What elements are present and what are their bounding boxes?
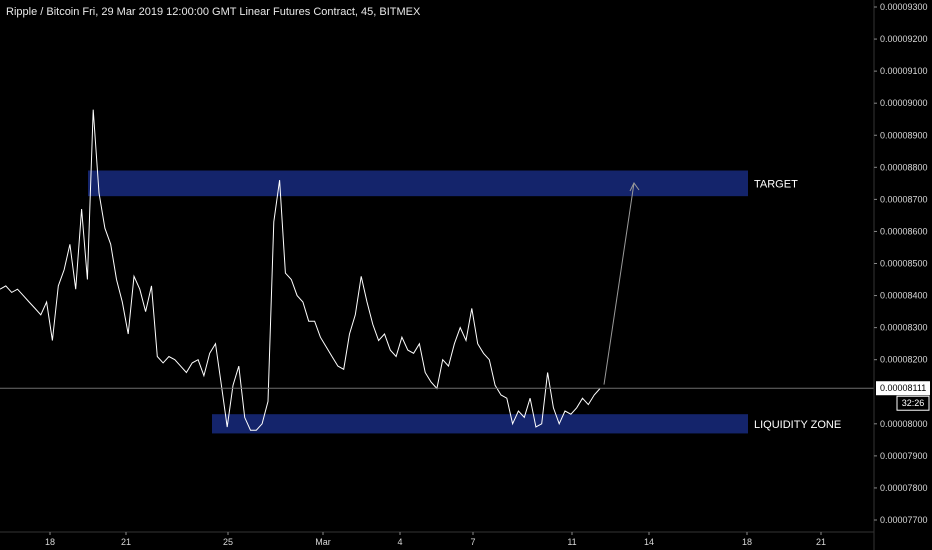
zone-label-0: TARGET: [754, 178, 798, 190]
projection-arrow-shaft: [603, 182, 635, 385]
y-tick-label-1: 0.00009200: [880, 34, 928, 44]
time-axis: 18 21 25 Mar 4 7 11 14 18 21: [0, 531, 874, 547]
x-tick-label-4: 4: [397, 537, 402, 547]
zone-label-1: LIQUIDITY ZONE: [754, 419, 841, 431]
countdown-tag-text: 32:26: [902, 398, 925, 408]
price-axis: 0.00009300 0.00009200 0.00009100 0.00009000…: [873, 0, 928, 550]
x-tick-label-2: 25: [223, 537, 233, 547]
y-tick-label-11: 0.00008200: [880, 355, 928, 365]
y-tick-label-12: 0.00008000: [880, 419, 928, 429]
x-tick-label-0: 18: [45, 537, 55, 547]
projection-arrow-layer: [603, 182, 640, 385]
y-tick-label-13: 0.00007900: [880, 451, 928, 461]
zones-layer: TARGET LIQUIDITY ZONE: [88, 170, 841, 434]
last-price-tag-text: 0.00008111: [880, 383, 926, 393]
y-tick-label-15: 0.00007700: [880, 515, 928, 525]
x-tick-label-8: 18: [742, 537, 752, 547]
y-tick-label-3: 0.00009000: [880, 98, 928, 108]
y-tick-label-4: 0.00008900: [880, 130, 928, 140]
y-tick-label-9: 0.00008400: [880, 291, 928, 301]
zone-0: [88, 170, 748, 197]
y-tick-label-14: 0.00007800: [880, 483, 928, 493]
y-tick-label-5: 0.00008800: [880, 162, 928, 172]
x-tick-label-9: 21: [816, 537, 826, 547]
y-tick-label-8: 0.00008500: [880, 259, 928, 269]
countdown-tag: [896, 395, 930, 411]
y-tick-label-7: 0.00008600: [880, 226, 928, 236]
projection-arrow-head: [629, 182, 640, 192]
x-tick-label-6: 11: [567, 537, 576, 547]
price-line-layer: [0, 109, 601, 431]
y-tick-label-0: 0.00009300: [880, 2, 928, 12]
price-tags-layer: 0.00008111 32:26: [876, 381, 930, 411]
last-price-tag: [876, 381, 930, 396]
x-tick-label-1: 21: [121, 537, 131, 547]
y-tick-label-2: 0.00009100: [880, 66, 928, 76]
chart-title: Ripple / Bitcoin Fri, 29 Mar 2019 12:00:…: [6, 6, 421, 18]
zone-1: [212, 414, 748, 434]
price-series-line: [0, 109, 601, 431]
x-tick-label-7: 14: [644, 537, 654, 547]
y-tick-label-10: 0.00008300: [880, 323, 928, 333]
x-tick-label-3: Mar: [315, 537, 331, 547]
y-tick-label-6: 0.00008700: [880, 194, 928, 204]
x-tick-label-5: 7: [470, 537, 475, 547]
